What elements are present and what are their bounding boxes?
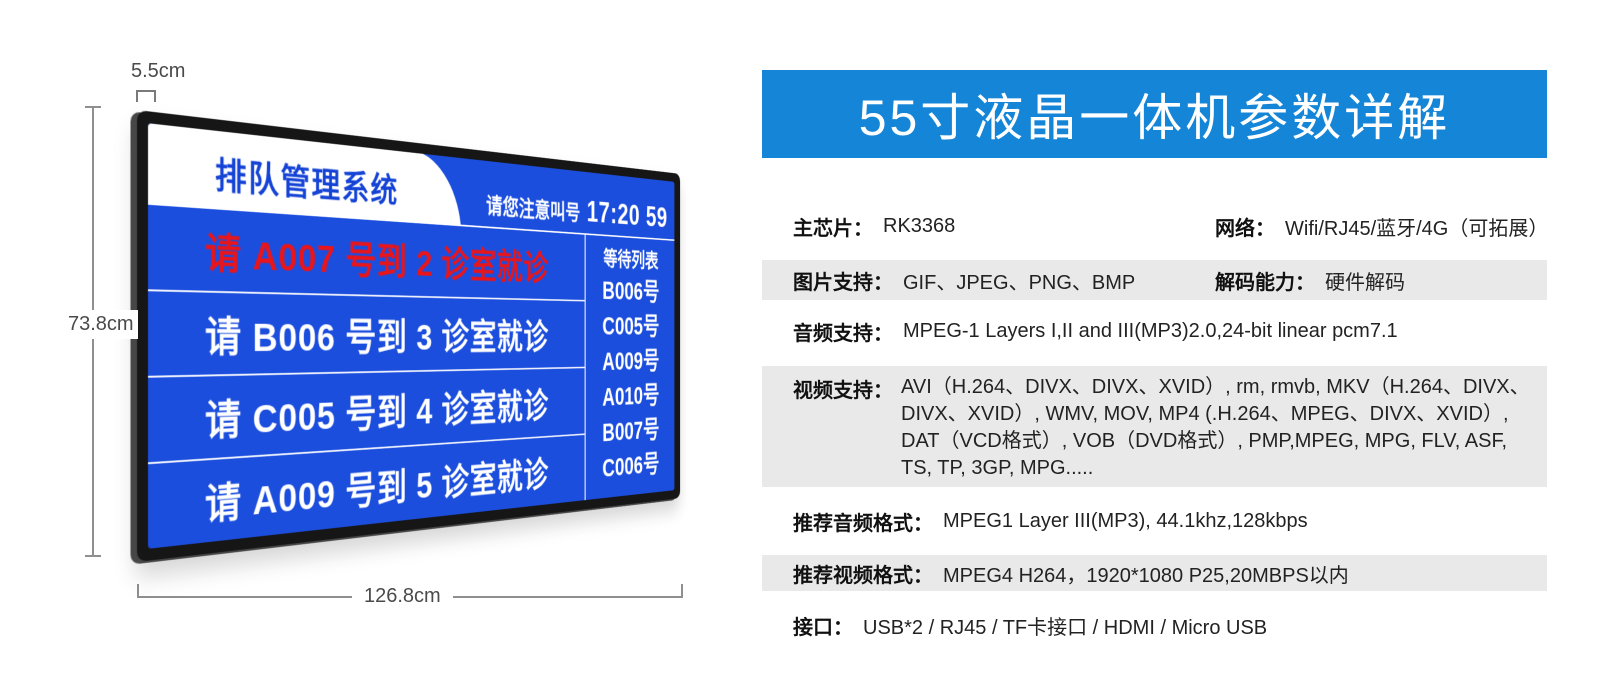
notice-label: 请您注意叫号	[486, 193, 581, 226]
call-row: 请 B006 号到 3 诊室就诊	[148, 289, 585, 376]
display-bezel: 排队管理系统 请您注意叫号 17:20 59 请 A007 号到 2 诊室就诊 …	[137, 110, 681, 562]
width-dimension-tick-right	[681, 584, 683, 598]
width-dimension-label: 126.8cm	[352, 585, 453, 608]
spec-label: 推荐视频格式：	[793, 564, 933, 587]
spec-col2: 解码能力： 硬件解码	[1215, 266, 1405, 295]
spec-row-recommended-audio: 推荐音频格式： MPEG1 Layer III(MP3), 44.1khz,12…	[762, 501, 1547, 541]
clock-display: 17:20 59	[586, 195, 668, 234]
spec-label: 主芯片：	[793, 217, 873, 240]
spec-value: 硬件解码	[1325, 271, 1405, 294]
spec-row-chipset-network: 主芯片： RK3368 网络： Wifi/RJ45/蓝牙/4G（可拓展）	[762, 206, 1548, 246]
spec-value: AVI（H.264、DIVX、DIVX、XVID）, rm, rmvb, MKV…	[901, 376, 1530, 479]
spec-row-recommended-video: 推荐视频格式： MPEG4 H264，1920*1080 P25,20MBPS以…	[762, 555, 1547, 591]
waiting-list-item: B007号	[602, 415, 660, 447]
spec-row-video-support: 视频支持： AVI（H.264、DIVX、DIVX、XVID）, rm, rmv…	[762, 366, 1547, 487]
queue-display-screen: 排队管理系统 请您注意叫号 17:20 59 请 A007 号到 2 诊室就诊 …	[148, 123, 675, 549]
spec-label: 网络：	[1215, 217, 1275, 240]
spec-label: 推荐音频格式：	[793, 512, 933, 535]
spec-label: 接口：	[793, 616, 853, 639]
spec-value: MPEG4 H264，1920*1080 P25,20MBPS以内	[943, 564, 1349, 587]
depth-dimension-label: 5.5cm	[131, 60, 186, 83]
spec-panel: 55寸液晶一体机参数详解 主芯片： RK3368 网络： Wifi/RJ45/蓝…	[762, 0, 1548, 694]
spec-title-banner: 55寸液晶一体机参数详解	[762, 70, 1547, 158]
spec-label: 图片支持：	[793, 271, 893, 294]
spec-label: 音频支持：	[793, 322, 893, 345]
waiting-list-item: C006号	[602, 449, 660, 483]
spec-row-ports: 接口： USB*2 / RJ45 / TF卡接口 / HDMI / Micro …	[762, 605, 1547, 645]
spec-col2: 网络： Wifi/RJ45/蓝牙/4G（可拓展）	[1215, 212, 1548, 241]
spec-value: RK3368	[883, 214, 956, 237]
waiting-list-header: 等待列表	[603, 247, 659, 273]
spec-title: 55寸液晶一体机参数详解	[858, 90, 1451, 146]
waiting-list-item: B006号	[602, 276, 660, 306]
waiting-list-item: A010号	[602, 381, 660, 412]
spec-value: MPEG-1 Layers I,II and III(MP3)2.0,24-bi…	[903, 319, 1398, 342]
height-dimension-label: 73.8cm	[64, 310, 138, 339]
spec-label: 解码能力：	[1215, 271, 1315, 294]
call-rows: 请 A007 号到 2 诊室就诊 请 B006 号到 3 诊室就诊 请 C005…	[148, 205, 585, 549]
spec-label: 视频支持：	[793, 380, 893, 402]
spec-row-image-decoding: 图片支持： GIF、JPEG、PNG、BMP 解码能力： 硬件解码	[762, 260, 1547, 300]
height-dimension-tick-bottom	[85, 555, 101, 557]
spec-value: Wifi/RJ45/蓝牙/4G（可拓展）	[1285, 217, 1549, 240]
waiting-list-item: A009号	[602, 346, 660, 376]
spec-value: MPEG1 Layer III(MP3), 44.1khz,128kbps	[943, 509, 1308, 532]
width-dimension-tick-left	[137, 584, 139, 598]
waiting-list-item: C005号	[602, 311, 660, 340]
spec-row-audio-support: 音频支持： MPEG-1 Layers I,II and III(MP3)2.0…	[762, 311, 1547, 351]
screen-body: 请 A007 号到 2 诊室就诊 请 B006 号到 3 诊室就诊 请 C005…	[148, 205, 675, 549]
depth-bracket-mark	[136, 90, 156, 102]
notice-area: 请您注意叫号 17:20 59	[486, 186, 668, 234]
spec-value: USB*2 / RJ45 / TF卡接口 / HDMI / Micro USB	[863, 616, 1268, 639]
spec-value: GIF、JPEG、PNG、BMP	[903, 271, 1136, 294]
waiting-list-panel: 等待列表 B006号 C005号 A009号 A010号 B007号 C006号	[584, 234, 675, 501]
